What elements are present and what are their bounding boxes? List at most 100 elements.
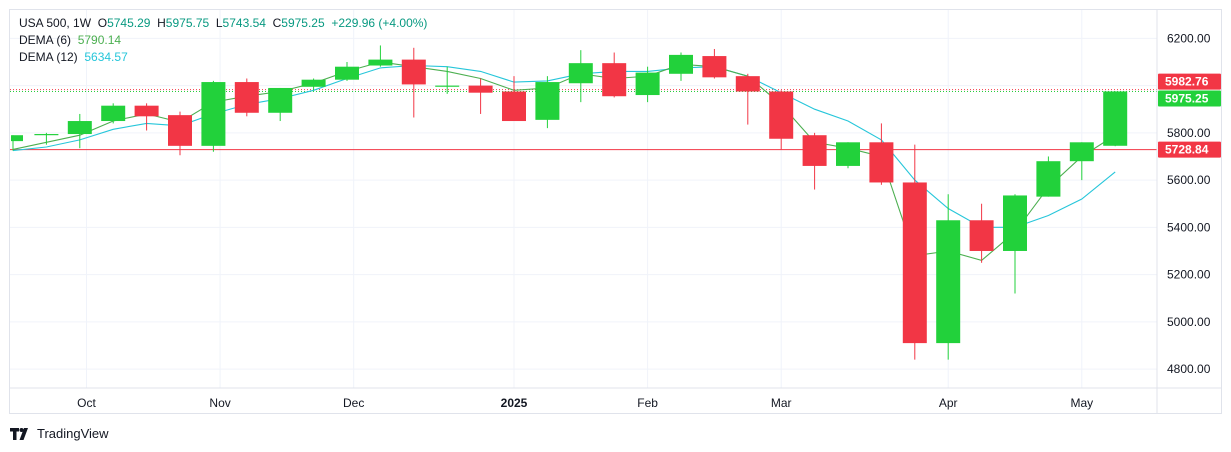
candle[interactable] [568,50,593,103]
candle-body [435,85,460,87]
candle-body [168,115,192,146]
dema12-label: DEMA (12) [19,50,78,64]
axes: 4800.00 5000.00 5200.00 5400.00 5600.00 5800.… [10,10,1221,413]
candle-body [67,121,92,135]
candle[interactable] [1103,91,1128,147]
time-tick-label: Dec [343,396,364,410]
open-label: O [97,16,108,30]
candle[interactable] [936,194,961,360]
candle[interactable] [268,87,293,122]
dema6-label: DEMA (6) [19,33,72,47]
candle[interactable] [969,203,994,263]
candle[interactable] [234,78,259,117]
candle-body [1069,142,1094,162]
price-tick-label: 5400.00 [1167,220,1211,234]
candle[interactable] [301,78,326,91]
candle-body [735,76,760,92]
candle-body [502,91,526,122]
candle[interactable] [802,132,827,190]
dema6-row[interactable]: DEMA (6) 5790.14 [19,32,427,49]
candle[interactable] [201,80,226,152]
candle[interactable] [435,66,460,94]
candle[interactable] [836,142,860,169]
dema12-value: 5634.57 [84,50,128,64]
price-tag-bg [1158,73,1221,90]
candle[interactable] [502,76,526,122]
open-value: 5745.29 [107,16,151,30]
candle[interactable] [1036,156,1061,197]
low-label: L [215,16,223,30]
time-tick-label: Oct [77,396,96,410]
candle[interactable] [368,45,393,67]
candle[interactable] [635,66,660,103]
candle-body [902,182,927,344]
candle[interactable] [67,113,92,149]
time-tick-label: Feb [637,396,658,410]
candle[interactable] [401,47,426,118]
candle-body [535,82,560,120]
candle[interactable] [735,73,760,125]
candle-body [702,56,727,78]
candle-body [602,63,627,97]
candle-body [635,72,660,96]
high-value: 5975.75 [165,16,210,30]
close-value: 5975.25 [281,16,325,30]
candle-body [836,142,860,166]
candle-body [969,220,994,251]
moving-averages [12,61,1116,262]
candle[interactable] [869,123,894,185]
candle[interactable] [335,61,359,81]
candle[interactable] [134,103,159,131]
candle[interactable] [902,144,927,360]
price-tick-label: 5800.00 [1167,126,1211,140]
candle[interactable] [535,76,560,129]
candle-body [368,59,393,66]
price-lines [10,89,1157,151]
candle[interactable] [1003,194,1027,294]
candle-body [568,63,593,84]
ohlc-row: USA 500, 1W O5745.29 H5975.75 L5743.54 C… [19,15,427,32]
candle[interactable] [602,52,627,98]
price-tick-label: 5600.00 [1167,173,1211,187]
price-tag-bg [1158,90,1221,107]
time-tick-label: Nov [209,396,230,410]
candle[interactable] [769,90,794,150]
time-tick-label: May [1070,396,1093,410]
candle[interactable] [1069,142,1094,181]
time-tick-label: Mar [771,396,792,410]
candle-body [11,135,23,142]
candle[interactable] [669,52,693,81]
candle[interactable] [168,111,192,156]
candles[interactable] [11,45,1128,360]
dema6-value: 5790.14 [77,33,122,47]
price-tick-label: 5200.00 [1167,268,1211,282]
candle-body [34,134,59,136]
candle-body [769,91,794,139]
price-tags: 5982.76 5975.25 5728.84 [1158,73,1221,158]
price-tick-label: 4800.00 [1167,362,1211,376]
candle[interactable] [101,103,126,124]
price-tick-label: 6200.00 [1167,31,1211,45]
tradingview-brand[interactable]: TradingView [10,426,109,441]
candle-body [134,105,159,117]
price-tag-label: 5975.25 [1165,91,1209,105]
candle-body [335,66,359,80]
candle[interactable] [468,78,493,114]
price-tag-label: 5982.76 [1165,75,1209,89]
time-tick-label: 2025 [501,396,528,410]
price-tag-label: 5728.84 [1165,143,1209,157]
symbol-label: USA 500, 1W [19,16,92,30]
candle[interactable] [702,48,727,79]
dema12-row[interactable]: DEMA (12) 5634.57 [19,49,427,66]
candle[interactable] [11,135,23,151]
candle-body [802,135,827,166]
tradingview-logo-icon [10,427,28,440]
price-tag-bg [1158,141,1221,158]
candle-body [401,59,426,85]
candle-body [1036,161,1061,197]
candle[interactable] [34,132,59,145]
candle-body [268,87,293,113]
chart-frame[interactable] [9,9,1222,414]
close-label: C [272,16,282,30]
